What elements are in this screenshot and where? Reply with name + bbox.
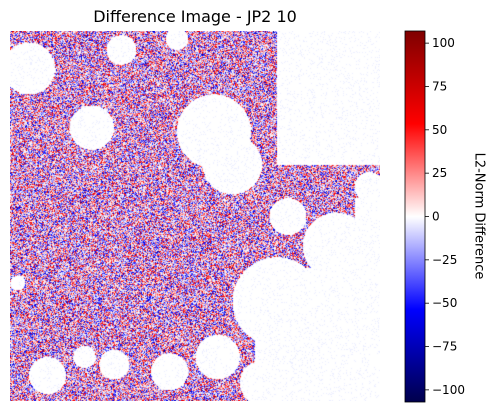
colorbar: −100 −75 −50 −25 0 25 50 75 100	[404, 30, 465, 403]
colorbar-tick-label: 100	[432, 36, 455, 50]
colorbar-tick-label: 75	[432, 79, 447, 93]
colorbar-tick-label: 50	[432, 123, 447, 137]
colorbar-tick-label: −100	[432, 383, 465, 397]
colorbar-tick-label: 0	[432, 210, 440, 224]
colorbar-tick-label: −50	[432, 296, 457, 310]
colorbar-gradient	[404, 30, 426, 403]
chart-title: Difference Image - JP2 10	[93, 7, 297, 26]
colorbar-tick-label: 25	[432, 166, 447, 180]
colorbar-tick-label: −75	[432, 340, 457, 354]
colorbar-tick-label: −25	[432, 253, 457, 267]
difference-heatmap	[10, 31, 380, 401]
colorbar-label: L2-Norm Difference	[471, 152, 487, 280]
